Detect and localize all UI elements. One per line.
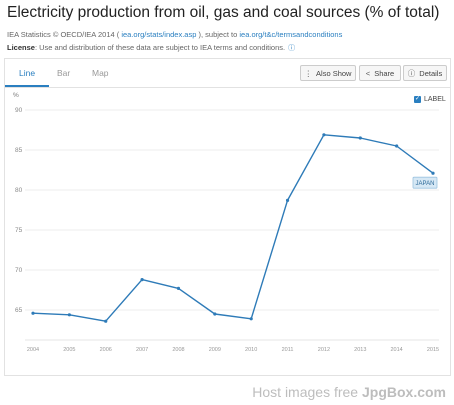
x-tick-label: 2012 xyxy=(318,347,330,353)
share-icon: < xyxy=(365,68,371,78)
y-tick-label: 65 xyxy=(15,307,23,314)
x-tick-label: 2013 xyxy=(354,347,366,353)
source-prefix: IEA Statistics © OECD/IEA 2014 ( xyxy=(7,30,120,39)
y-tick-label: 85 xyxy=(15,147,23,154)
chart-panel: Line Bar Map ⋮ Also Show < Share ⓘ Detai… xyxy=(4,58,451,376)
data-point xyxy=(395,144,399,148)
license-line: License: Use and distribution of these d… xyxy=(7,43,295,53)
watermark: Host images free JpgBox.com xyxy=(252,384,446,400)
share-label: Share xyxy=(374,68,395,78)
data-point xyxy=(249,317,253,321)
active-tab-indicator xyxy=(5,85,49,87)
info-circle-icon: ⓘ xyxy=(407,68,416,78)
line-chart: % 65 70 75 80 85 90 2004 2005 2006 2007 2008 2009 201… xyxy=(13,92,439,353)
data-point xyxy=(358,136,362,140)
data-point xyxy=(431,171,435,175)
series-line xyxy=(32,134,434,322)
watermark-brand: JpgBox.com xyxy=(361,384,446,400)
info-icon[interactable]: ⓘ xyxy=(288,45,296,52)
share-button[interactable]: < Share xyxy=(359,65,401,81)
source-line: IEA Statistics © OECD/IEA 2014 ( iea.org… xyxy=(7,30,342,39)
x-tick-label: 2014 xyxy=(391,347,403,353)
x-tick-label: 2004 xyxy=(27,347,39,353)
view-tabs: Line Bar Map ⋮ Also Show < Share ⓘ Detai… xyxy=(5,59,450,88)
x-tick-label: 2006 xyxy=(100,347,112,353)
watermark-prefix: Host images free xyxy=(252,384,362,400)
x-tick-label: 2010 xyxy=(245,347,257,353)
label-toggle[interactable]: ✓ LABEL xyxy=(414,96,446,103)
y-axis-unit-label: % xyxy=(13,92,19,99)
tab-line[interactable]: Line xyxy=(19,68,36,78)
details-label: Details xyxy=(419,68,443,78)
label-checkbox[interactable]: ✓ xyxy=(414,96,421,103)
x-tick-label: 2011 xyxy=(282,347,294,353)
data-point xyxy=(67,313,71,317)
license-label: License xyxy=(7,43,35,52)
label-toggle-text: LABEL xyxy=(424,96,446,103)
data-point xyxy=(31,311,35,315)
terms-link[interactable]: iea.org/t&c/termsandconditions xyxy=(239,30,343,39)
series-label-box xyxy=(412,176,438,189)
data-point xyxy=(285,198,290,202)
x-tick-label: 2007 xyxy=(136,347,148,353)
vertical-dots-icon: ⋮ xyxy=(304,68,313,78)
y-tick-label: 75 xyxy=(15,227,23,234)
data-point xyxy=(104,319,108,323)
data-point xyxy=(322,133,326,137)
also-show-label: Also Show xyxy=(316,68,352,78)
tab-bar[interactable]: Bar xyxy=(57,68,71,78)
source-mid: ), subject to xyxy=(198,30,238,39)
x-tick-label: 2005 xyxy=(63,347,75,353)
x-tick-label: 2015 xyxy=(427,347,439,353)
source-link[interactable]: iea.org/stats/index.asp xyxy=(121,30,197,39)
y-tick-label: 70 xyxy=(15,267,23,274)
also-show-button[interactable]: ⋮ Also Show xyxy=(300,65,356,81)
details-button[interactable]: ⓘ Details xyxy=(403,65,447,81)
data-point xyxy=(176,286,181,290)
y-tick-label: 80 xyxy=(15,187,23,194)
data-point xyxy=(140,278,144,282)
license-text: : Use and distribution of these data are… xyxy=(34,43,286,52)
tab-map[interactable]: Map xyxy=(92,68,109,78)
series-label: JAPAN xyxy=(416,181,435,187)
x-tick-label: 2008 xyxy=(172,347,184,353)
data-point xyxy=(213,312,217,316)
page-title: Electricity production from oil, gas and… xyxy=(7,4,440,21)
x-tick-label: 2009 xyxy=(209,347,221,353)
y-tick-label: 90 xyxy=(15,107,23,114)
